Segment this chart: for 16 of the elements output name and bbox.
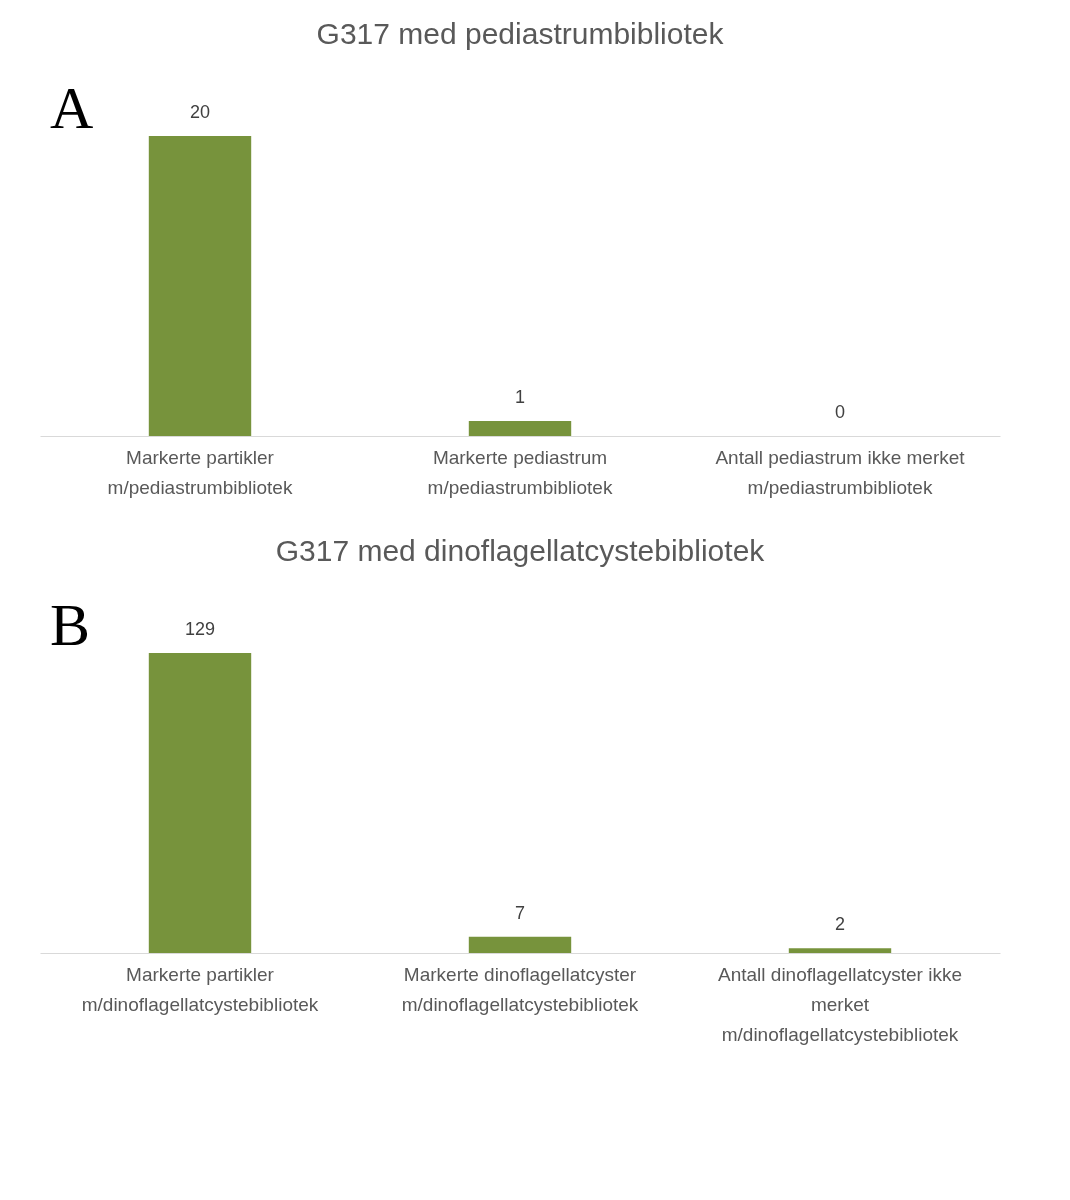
annotation: A bbox=[50, 75, 94, 141]
x-tick-label: Markerte dinoflagellatcyster m/dinoflagellatcystebibliotek bbox=[401, 963, 639, 1015]
x-tick-label: Markerte pediastrum m/pediastrumbibliotek bbox=[427, 446, 613, 498]
data-label: 0 bbox=[834, 402, 846, 422]
data-label: 2 bbox=[834, 914, 846, 935]
data-label: 1 bbox=[514, 387, 526, 407]
data-label: 20 bbox=[189, 102, 211, 122]
annotation: B bbox=[50, 592, 91, 658]
data-label: 7 bbox=[514, 902, 526, 923]
chart-title: G317 med dinoflagellatcystebibliotek bbox=[275, 534, 766, 567]
x-tick-label: Markerte partikler m/dinoflagellatcystebibliotek bbox=[81, 963, 319, 1015]
x-tick-label: Antall pediastrum ikke merket m/pediastrumbibliotek bbox=[715, 446, 966, 498]
x-tick-label: Markerte partikler m/pediastrumbibliotek bbox=[107, 446, 293, 498]
data-label: 129 bbox=[184, 619, 216, 639]
chart-title: G317 med pediastrumbibliotek bbox=[316, 17, 725, 50]
x-tick-label: Antall dinoflagellatcyster ikke merket m/dinoflagellatcystebibliotek bbox=[718, 963, 962, 1045]
